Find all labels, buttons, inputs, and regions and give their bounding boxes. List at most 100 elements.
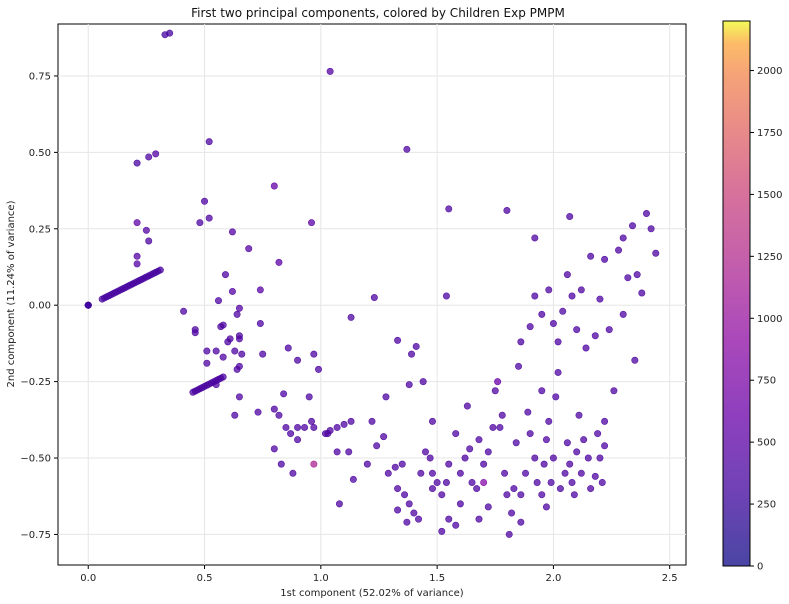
scatter-point — [456, 469, 464, 477]
scatter-point — [347, 313, 355, 321]
scatter-point — [224, 338, 232, 346]
scatter-point — [591, 472, 599, 480]
scatter-point — [522, 469, 530, 477]
scatter-point — [559, 307, 567, 315]
scatter-point — [605, 326, 613, 334]
scatter-point — [517, 518, 525, 526]
scatter-point — [282, 423, 290, 431]
scatter-point — [566, 213, 574, 221]
scatter-point — [310, 460, 318, 468]
scatter-point — [235, 362, 243, 370]
x-tick-label: 0.0 — [80, 573, 96, 584]
x-tick-label: 2.0 — [545, 573, 561, 584]
x-axis-label: 1st component (52.02% of variance) — [280, 588, 464, 599]
scatter-point — [219, 353, 227, 361]
scatter-point — [433, 478, 441, 486]
y-tick-label: −0.25 — [20, 377, 51, 388]
scatter-point — [294, 423, 302, 431]
grid-lines — [58, 24, 686, 565]
scatter-point — [642, 210, 650, 218]
scatter-point — [533, 478, 541, 486]
scatter-point — [280, 390, 288, 398]
scatter-point — [235, 335, 243, 343]
scatter-point — [228, 228, 236, 236]
scatter-point — [587, 485, 595, 493]
scatter-point — [545, 286, 553, 294]
scatter-point — [638, 289, 646, 297]
y-tick-label: 0.00 — [29, 301, 51, 312]
scatter-point — [347, 417, 355, 425]
x-tick-label: 1.0 — [313, 573, 329, 584]
scatter-point — [419, 378, 427, 386]
scatter-point — [438, 491, 446, 499]
scatter-point — [554, 368, 562, 376]
scatter-point — [231, 411, 239, 419]
scatter-point — [584, 454, 592, 462]
colorbar-tick-label: 1750 — [757, 128, 782, 139]
scatter-point — [403, 518, 411, 526]
scatter-point — [538, 491, 546, 499]
scatter-point — [228, 287, 236, 295]
scatter-point — [428, 485, 436, 493]
scatter-point — [577, 469, 585, 477]
scatter-point — [380, 433, 388, 441]
scatter-point — [629, 222, 637, 230]
scatter-point — [412, 342, 420, 350]
scatter-point — [538, 310, 546, 318]
scatter-point — [596, 295, 604, 303]
scatter-point — [219, 373, 227, 381]
scatter-point — [405, 500, 413, 508]
scatter-point — [301, 423, 309, 431]
scatter-point — [438, 527, 446, 535]
scatter-point — [235, 304, 243, 312]
scatter-point — [510, 485, 518, 493]
scatter-point — [526, 323, 534, 331]
scatter-point — [333, 423, 341, 431]
scatter-point — [133, 252, 141, 260]
scatter-point — [287, 430, 295, 438]
scatter-point — [575, 411, 583, 419]
colorbar-ticks: 0 250 500 750 1000 1250 1500 1750 2000 — [750, 66, 782, 573]
scatter-point — [373, 442, 381, 450]
scatter-point — [549, 454, 557, 462]
scatter-point — [468, 478, 476, 486]
scatter-point — [517, 338, 525, 346]
scatter-point — [398, 460, 406, 468]
scatter-point — [445, 460, 453, 468]
scatter-point — [403, 145, 411, 153]
scatter-point — [526, 430, 534, 438]
scatter-point — [145, 237, 153, 245]
scatter-point — [410, 509, 418, 517]
scatter-point — [452, 521, 460, 529]
scatter-point — [573, 326, 581, 334]
scatter-point — [294, 436, 302, 444]
x-tick-label: 1.5 — [429, 573, 445, 584]
scatter-point — [456, 500, 464, 508]
scatter-point — [491, 387, 499, 395]
scatter-point — [480, 478, 488, 486]
scatter-point — [324, 430, 332, 438]
scatter-point — [624, 274, 632, 282]
scatter-point — [212, 381, 220, 389]
scatter-point — [394, 506, 402, 514]
scatter-point — [480, 460, 488, 468]
scatter-point — [221, 271, 229, 279]
scatter-point — [610, 387, 618, 395]
scatter-point — [512, 439, 520, 447]
scatter-point — [556, 485, 564, 493]
scatter-point — [561, 469, 569, 477]
scatter-point — [335, 500, 343, 508]
scatter-point — [203, 359, 211, 367]
y-tick-label: −0.50 — [20, 454, 51, 465]
scatter-point — [538, 387, 546, 395]
scatter-point — [494, 378, 502, 386]
y-tick-label: 0.75 — [29, 71, 51, 82]
scatter-point — [417, 469, 425, 477]
colorbar-tick-label: 250 — [757, 500, 776, 511]
scatter-point — [442, 292, 450, 300]
scatter-point — [191, 329, 199, 337]
scatter-point — [601, 442, 609, 450]
scatter-point — [549, 320, 557, 328]
scatter-point — [542, 436, 550, 444]
